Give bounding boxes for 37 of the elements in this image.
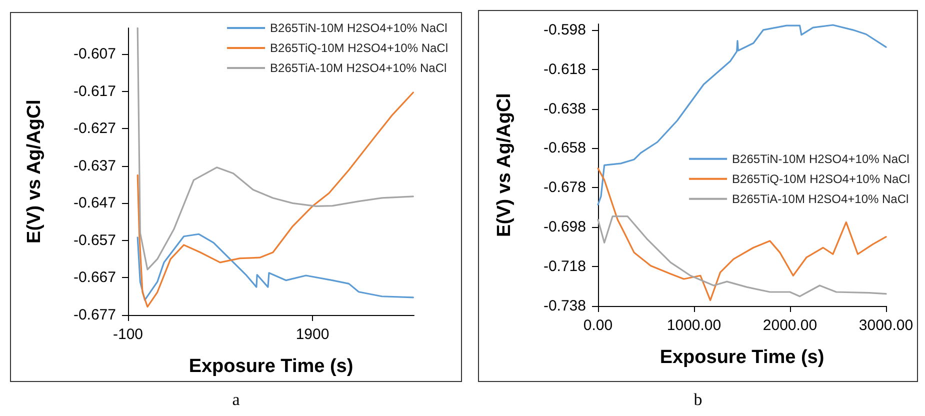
y-axis-title: E(V) vs Ag/AgCl (24, 100, 45, 244)
y-tick-label: -0.658 (543, 140, 586, 157)
x-tick-label: 1900 (296, 326, 330, 343)
y-tick-label: -0.678 (543, 179, 586, 196)
legend-label: B265TiN-10M H2SO4+10% NaCl (732, 152, 910, 166)
x-axis-title: Exposure Time (s) (188, 356, 354, 377)
y-tick-label: -0.607 (73, 46, 116, 63)
y-tick-label: -0.738 (543, 298, 586, 314)
y-tick-label: -0.617 (73, 82, 116, 100)
x-tick-label: -100 (112, 326, 144, 343)
legend-label: B265TiN-10M H2SO4+10% NaCl (270, 21, 448, 35)
y-tick-label: -0.667 (73, 269, 116, 286)
x-tick-label: 1000.00 (666, 317, 722, 334)
y-tick-label: -0.657 (73, 232, 116, 249)
y-tick-label: -0.618 (543, 60, 586, 78)
line-series (136, 233, 414, 301)
y-tick-label: -0.638 (543, 100, 586, 118)
text: a (231, 390, 241, 410)
y-tick-label: -0.598 (543, 21, 586, 38)
y-tick-label: -0.647 (73, 194, 116, 212)
line-series (597, 215, 887, 298)
y-tick-label: -0.677 (73, 306, 116, 324)
text: b (692, 390, 704, 410)
y-axis-title: E(V) vs Ag/AgCl (494, 93, 515, 237)
legend-label: B265TiA-10M H2SO4+10% NaCl (732, 192, 909, 206)
y-tick-label: -0.718 (543, 258, 586, 276)
legend-label: B265TiQ-10M H2SO4+10% NaCl (270, 41, 448, 55)
y-tick-label: -0.627 (73, 120, 116, 138)
x-tick-label: 0.00 (583, 317, 613, 334)
legend-label: B265TiQ-10M H2SO4+10% NaCl (732, 172, 910, 186)
x-tick-label: 2000.00 (762, 317, 818, 334)
line-series (136, 92, 414, 308)
x-tick-label: 3000.00 (858, 317, 914, 334)
x-axis-title: Exposure Time (s) (660, 347, 824, 368)
y-tick-label: -0.698 (543, 218, 586, 236)
y-tick-label: -0.637 (73, 157, 116, 174)
legend-label: B265TiA-10M H2SO4+10% NaCl (270, 61, 447, 75)
